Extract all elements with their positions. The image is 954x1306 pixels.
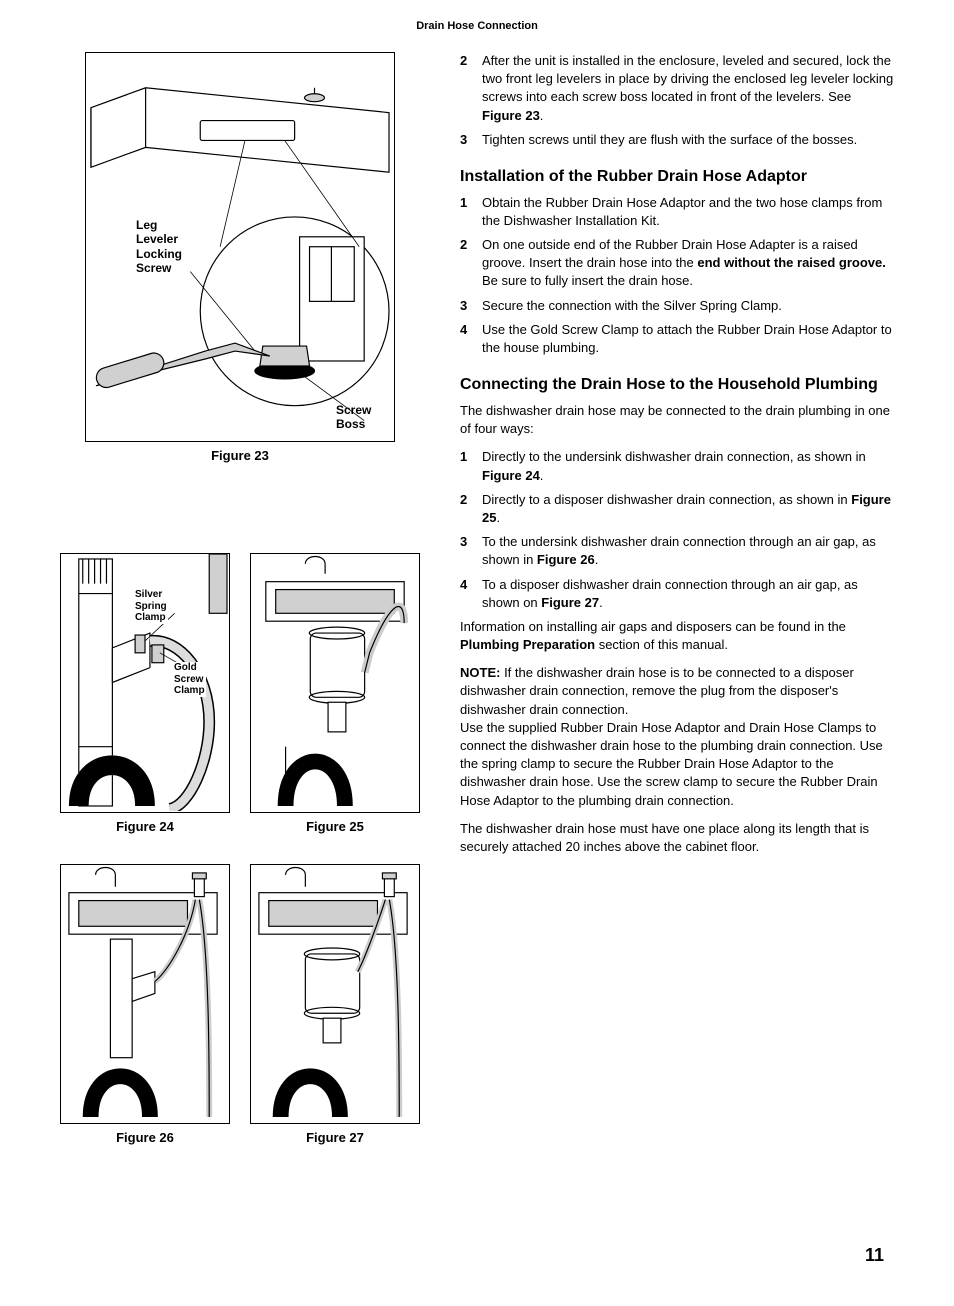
steps-continued: 2 After the unit is installed in the encl… bbox=[460, 52, 894, 149]
step-number: 2 bbox=[460, 491, 467, 509]
two-column-layout: Leg Leveler Locking Screw Screw Boss Fig… bbox=[60, 52, 894, 1145]
step-text: To a disposer dishwasher drain connectio… bbox=[482, 577, 858, 610]
page-header: Drain Hose Connection bbox=[60, 20, 894, 32]
section3-steps: 1 Directly to the undersink dishwasher dr… bbox=[460, 448, 894, 612]
figure-26-caption: Figure 26 bbox=[60, 1130, 230, 1145]
right-column: 2 After the unit is installed in the encl… bbox=[460, 52, 894, 1145]
figure-grid: Silver Spring Clamp Gold Screw Clamp Fig… bbox=[60, 553, 420, 1145]
list-item: 1 Obtain the Rubber Drain Hose Adaptor an… bbox=[460, 194, 894, 230]
figure-23: Leg Leveler Locking Screw Screw Boss bbox=[85, 52, 395, 442]
step-number: 2 bbox=[460, 52, 467, 70]
step-text: Secure the connection with the Silver Sp… bbox=[482, 298, 782, 313]
step-text: Directly to the undersink dishwasher dra… bbox=[482, 449, 866, 482]
section3-para2: NOTE: If the dishwasher drain hose is to… bbox=[460, 664, 894, 719]
list-item: 4 Use the Gold Screw Clamp to attach the … bbox=[460, 321, 894, 357]
step-number: 4 bbox=[460, 321, 467, 339]
step-text: To the undersink dishwasher drain connec… bbox=[482, 534, 876, 567]
list-item: 4 To a disposer dishwasher drain connecti… bbox=[460, 576, 894, 612]
figure-27 bbox=[250, 864, 420, 1124]
step-number: 4 bbox=[460, 576, 467, 594]
list-item: 1 Directly to the undersink dishwasher dr… bbox=[460, 448, 894, 484]
step-text: Directly to a disposer dishwasher drain … bbox=[482, 492, 891, 525]
figure-24: Silver Spring Clamp Gold Screw Clamp bbox=[60, 553, 230, 813]
left-column: Leg Leveler Locking Screw Screw Boss Fig… bbox=[60, 52, 420, 1145]
list-item: 3 Secure the connection with the Silver S… bbox=[460, 297, 894, 315]
section-connecting-title: Connecting the Drain Hose to the Househo… bbox=[460, 375, 894, 396]
step-number: 2 bbox=[460, 236, 467, 254]
label-screw-boss: Screw Boss bbox=[336, 403, 371, 432]
label-gold-clamp: Gold Screw Clamp bbox=[173, 662, 206, 697]
step-number: 3 bbox=[460, 297, 467, 315]
step-text: Use the Gold Screw Clamp to attach the R… bbox=[482, 322, 892, 355]
figure-27-caption: Figure 27 bbox=[250, 1130, 420, 1145]
figure-24-caption: Figure 24 bbox=[60, 819, 230, 834]
figure-26 bbox=[60, 864, 230, 1124]
label-leg-leveler: Leg Leveler Locking Screw bbox=[136, 218, 182, 276]
list-item: 2 On one outside end of the Rubber Drain … bbox=[460, 236, 894, 291]
step-text: Tighten screws until they are flush with… bbox=[482, 132, 857, 147]
section3-para4: The dishwasher drain hose must have one … bbox=[460, 820, 894, 856]
figure-25-caption: Figure 25 bbox=[250, 819, 420, 834]
figure-23-caption: Figure 23 bbox=[60, 448, 420, 463]
figure-25 bbox=[250, 553, 420, 813]
section3-para1: Information on installing air gaps and d… bbox=[460, 618, 894, 654]
step-number: 3 bbox=[460, 131, 467, 149]
list-item: 3 To the undersink dishwasher drain conne… bbox=[460, 533, 894, 569]
section2-steps: 1 Obtain the Rubber Drain Hose Adaptor an… bbox=[460, 194, 894, 358]
step-number: 3 bbox=[460, 533, 467, 551]
step-text: After the unit is installed in the enclo… bbox=[482, 53, 893, 123]
list-item: 2 Directly to a disposer dishwasher drain… bbox=[460, 491, 894, 527]
section-rubber-adaptor-title: Installation of the Rubber Drain Hose Ad… bbox=[460, 167, 894, 188]
list-item: 2 After the unit is installed in the encl… bbox=[460, 52, 894, 125]
page-number: 11 bbox=[60, 1245, 894, 1266]
step-number: 1 bbox=[460, 194, 467, 212]
step-number: 1 bbox=[460, 448, 467, 466]
list-item: 3 Tighten screws until they are flush wit… bbox=[460, 131, 894, 149]
section3-para3: Use the supplied Rubber Drain Hose Adapt… bbox=[460, 719, 894, 810]
step-text: On one outside end of the Rubber Drain H… bbox=[482, 237, 886, 288]
label-silver-clamp: Silver Spring Clamp bbox=[134, 589, 168, 624]
step-text: Obtain the Rubber Drain Hose Adaptor and… bbox=[482, 195, 882, 228]
section3-intro: The dishwasher drain hose may be connect… bbox=[460, 402, 894, 438]
